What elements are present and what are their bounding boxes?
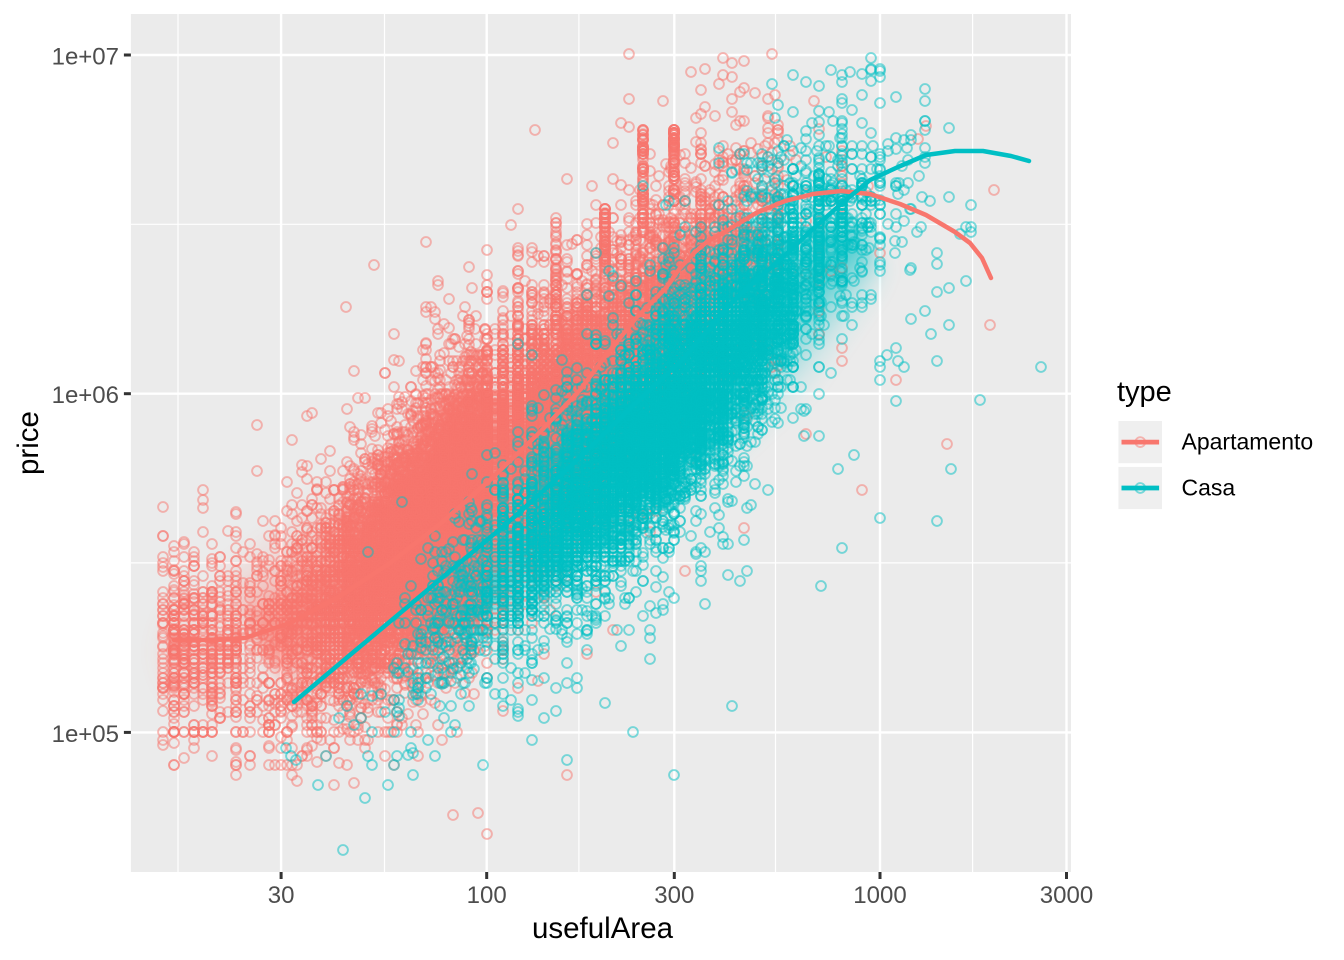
svg-text:type: type — [1117, 376, 1172, 408]
svg-text:30: 30 — [268, 882, 295, 909]
svg-text:100: 100 — [467, 882, 507, 909]
svg-text:1e+06: 1e+06 — [52, 382, 119, 409]
svg-text:300: 300 — [654, 882, 694, 909]
svg-text:1e+05: 1e+05 — [52, 721, 119, 748]
svg-text:usefulArea: usefulArea — [532, 912, 674, 945]
svg-text:1000: 1000 — [853, 882, 906, 909]
svg-text:price: price — [12, 411, 45, 475]
svg-text:3000: 3000 — [1040, 882, 1093, 909]
svg-text:1e+07: 1e+07 — [52, 43, 119, 70]
svg-text:Apartamento: Apartamento — [1182, 429, 1314, 455]
svg-text:Casa: Casa — [1182, 475, 1236, 501]
